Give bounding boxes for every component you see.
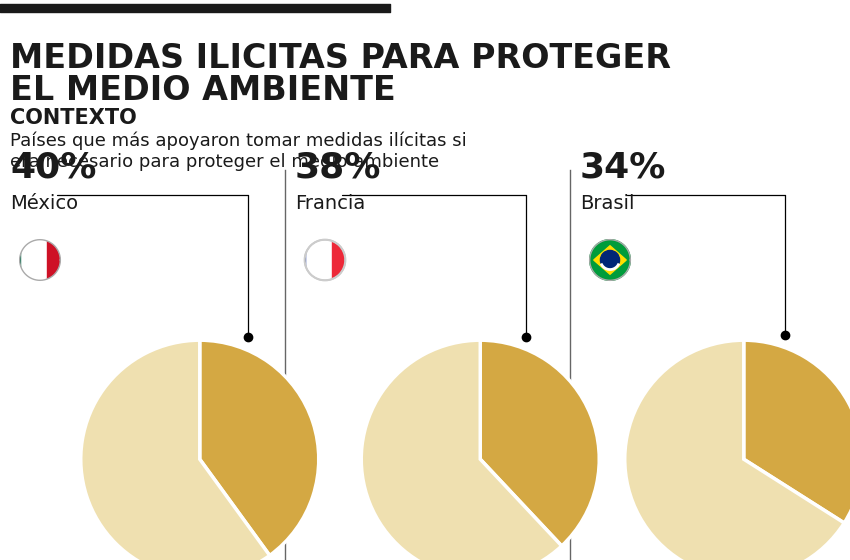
- Wedge shape: [81, 340, 269, 560]
- Wedge shape: [200, 340, 319, 556]
- Polygon shape: [594, 246, 626, 274]
- Bar: [26, 240, 40, 281]
- Wedge shape: [480, 340, 599, 546]
- Text: Países que más apoyaron tomar medidas ilícitas si: Países que más apoyaron tomar medidas il…: [10, 132, 467, 151]
- Text: era necesario para proteger el medio ambiente: era necesario para proteger el medio amb…: [10, 153, 439, 171]
- Wedge shape: [625, 340, 844, 560]
- Wedge shape: [361, 340, 562, 560]
- Bar: [291, 240, 304, 281]
- Text: CONTEXTO: CONTEXTO: [10, 108, 137, 128]
- Circle shape: [600, 250, 620, 269]
- Text: Francia: Francia: [295, 194, 366, 213]
- Wedge shape: [744, 340, 850, 523]
- Text: 40%: 40%: [10, 151, 96, 185]
- Bar: [47, 240, 60, 281]
- Bar: [332, 240, 345, 281]
- Bar: [311, 240, 325, 281]
- Text: 38%: 38%: [295, 151, 382, 185]
- Bar: [6, 240, 20, 281]
- Text: MEDIDAS ILICITAS PARA PROTEGER: MEDIDAS ILICITAS PARA PROTEGER: [10, 42, 671, 75]
- Text: México: México: [10, 194, 78, 213]
- Polygon shape: [590, 240, 631, 281]
- Text: Brasil: Brasil: [580, 194, 634, 213]
- Text: 34%: 34%: [580, 151, 666, 185]
- Text: EL MEDIO AMBIENTE: EL MEDIO AMBIENTE: [10, 74, 396, 107]
